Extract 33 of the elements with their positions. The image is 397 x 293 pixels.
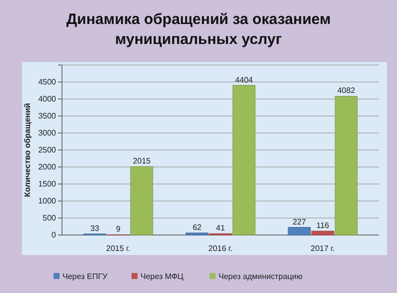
data-label: 2015 (132, 156, 152, 166)
y-tick-label: 0 (52, 230, 57, 240)
x-tick-label: 2015 г. (106, 244, 130, 253)
y-tick-label: 3500 (38, 112, 57, 121)
y-tick-label: 3000 (38, 128, 57, 138)
chart-title: Динамика обращений за оказанием муниципальных услуг (66, 11, 331, 48)
data-label: 227 (292, 217, 307, 226)
y-tick-label: 1000 (38, 196, 57, 206)
data-label: 41 (216, 224, 226, 233)
y-tick-label: 2000 (38, 162, 57, 172)
data-label: 116 (316, 221, 330, 230)
data-label: 9 (116, 224, 122, 234)
y-tick-label: 4000 (38, 94, 57, 104)
bar (311, 230, 334, 236)
legend-label: Через МФЦ (140, 272, 184, 281)
bar (130, 166, 154, 236)
data-label: 4404 (235, 75, 254, 84)
x-tick-label: 2017 г. (310, 244, 335, 253)
legend-label: Через администрацию (218, 272, 302, 281)
y-axis-title: Количество обращений (23, 102, 32, 197)
bar (232, 85, 256, 236)
legend-label: Через ЕПГУ (62, 272, 108, 281)
y-tick-label: 4500 (38, 78, 57, 87)
y-tick-label: 2500 (38, 146, 57, 155)
x-tick-label: 2016 г. (208, 244, 233, 253)
bar (186, 232, 208, 236)
bar (334, 96, 358, 236)
data-label: 4082 (337, 86, 356, 96)
data-label: 33 (90, 224, 100, 233)
bar (288, 227, 311, 236)
y-tick-label: 1500 (38, 180, 57, 189)
data-label: 62 (192, 222, 202, 232)
y-tick-label: 500 (42, 214, 57, 223)
